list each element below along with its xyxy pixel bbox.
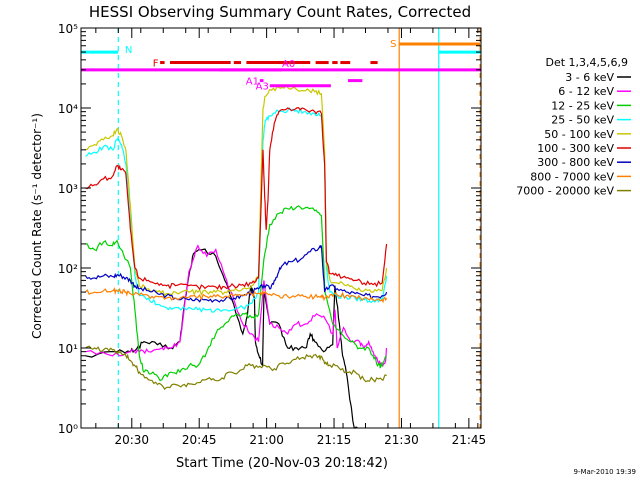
series-line	[85, 287, 388, 304]
series-line	[85, 107, 388, 291]
x-tick-label: 20:30	[114, 433, 149, 447]
mode-label: S	[390, 39, 396, 50]
annotation-bars-layer	[81, 42, 481, 88]
y-tick-label: 10⁰	[58, 422, 78, 436]
plot-frame	[80, 27, 482, 429]
legend-entry-label: 50 - 100 keV	[544, 128, 614, 141]
ticks-layer: 10⁰ 10¹ 10² 10³ 10⁴ 10⁵ 20:30 20:45 21:00 21:15 21…	[58, 22, 486, 447]
legend-entry-label: 100 - 300 keV	[537, 142, 614, 155]
series-line	[85, 345, 387, 390]
legend-entry-label: 300 - 800 keV	[537, 156, 614, 169]
legend-entry-label: 800 - 7000 keV	[530, 170, 614, 183]
legend-entry-label: 6 - 12 keV	[558, 85, 614, 98]
y-axis-label: Corrected Count Rate (s⁻¹ detector⁻¹)	[30, 113, 44, 339]
series-line	[85, 248, 358, 429]
annotation-lines-layer	[117, 28, 481, 428]
series-line	[85, 244, 388, 367]
series-line	[85, 84, 388, 297]
series-line	[85, 107, 388, 313]
mode-label: A3	[256, 82, 269, 93]
x-tick-label: 21:00	[249, 433, 284, 447]
x-axis-label: Start Time (20-Nov-03 20:18:42)	[176, 456, 388, 471]
legend-entry-label: 3 - 6 keV	[565, 71, 614, 84]
mode-label: F	[153, 59, 159, 70]
chart-title: HESSI Observing Summary Count Rates, Cor…	[89, 3, 471, 21]
mode-label: N	[125, 45, 132, 56]
y-tick-label: 10²	[58, 262, 78, 276]
mode-label: A0	[282, 59, 295, 70]
y-tick-label: 10⁴	[58, 102, 78, 116]
legend-entry-label: 12 - 25 keV	[551, 99, 614, 112]
axes-layer	[80, 27, 482, 429]
y-tick-label: 10⁵	[58, 22, 78, 36]
x-tick-label: 21:30	[384, 433, 419, 447]
mode-label: A1	[246, 77, 259, 88]
x-tick-label: 20:45	[182, 433, 217, 447]
series-line	[85, 205, 387, 382]
x-tick-label: 21:15	[317, 433, 352, 447]
legend-entry-label: 25 - 50 keV	[551, 114, 614, 127]
footer-timestamp: 9-Mar-2010 19:39	[574, 468, 636, 476]
y-tick-label: 10¹	[58, 342, 78, 356]
y-tick-label: 10³	[58, 182, 78, 196]
x-tick-label: 21:45	[452, 433, 487, 447]
series-layer	[85, 84, 388, 429]
legend-entry-label: 7000 - 20000 keV	[516, 185, 614, 198]
legend-title: Det 1,3,4,5,6,9	[545, 56, 628, 69]
